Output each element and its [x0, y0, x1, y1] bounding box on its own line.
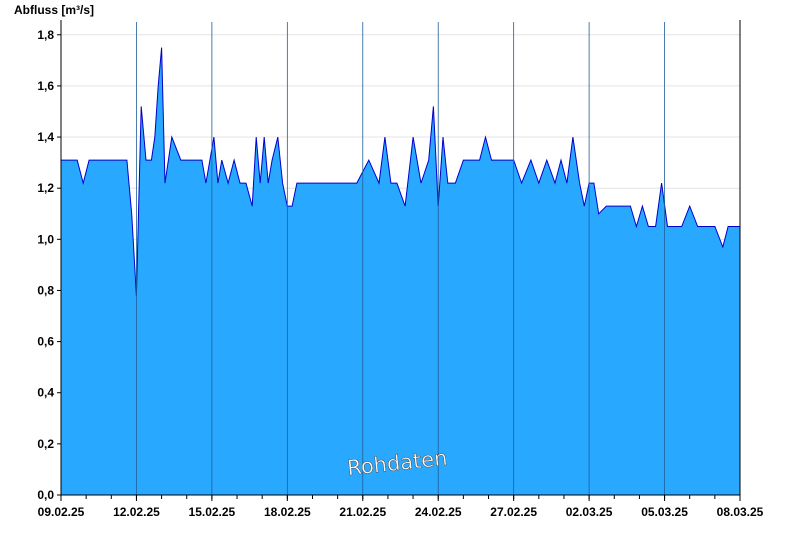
- y-tick-label: 1,2: [37, 181, 54, 195]
- y-tick-label: 1,0: [37, 232, 54, 246]
- y-tick-label: 0,6: [37, 335, 54, 349]
- discharge-line: [61, 47, 740, 296]
- x-tick-label: 24.02.25: [415, 505, 462, 519]
- x-tick-label: 08.03.25: [717, 505, 764, 519]
- x-tick-label: 21.02.25: [339, 505, 386, 519]
- y-axis-label: Abfluss [m³/s]: [14, 3, 94, 17]
- x-tick-label: 02.03.25: [566, 505, 613, 519]
- x-tick-label: 05.03.25: [641, 505, 688, 519]
- x-tick-labels: 09.02.25 12.02.25 15.02.25 18.02.25 21.02.25…: [38, 505, 764, 519]
- area-layer: [61, 47, 740, 495]
- x-tick-label: 12.02.25: [113, 505, 160, 519]
- y-tick-label: 1,4: [37, 130, 54, 144]
- x-tick-label: 18.02.25: [264, 505, 311, 519]
- y-tick-labels: 0,0 0,2 0,4 0,6 0,8 1,0 1,2 1,4 1,6 1,8: [37, 28, 54, 502]
- day-separator-lines: [136, 22, 665, 495]
- y-tick-label: 1,8: [37, 28, 54, 42]
- y-tick-label: 0,4: [37, 386, 54, 400]
- y-tick-label: 0,8: [37, 283, 54, 297]
- y-tick-label: 1,6: [37, 79, 54, 93]
- y-tick-label: 0,0: [37, 488, 54, 502]
- x-tick-label: 15.02.25: [189, 505, 236, 519]
- y-tick-label: 0,2: [37, 437, 54, 451]
- x-tick-label: 09.02.25: [38, 505, 85, 519]
- x-tick-label: 27.02.25: [490, 505, 537, 519]
- axes: [57, 20, 741, 501]
